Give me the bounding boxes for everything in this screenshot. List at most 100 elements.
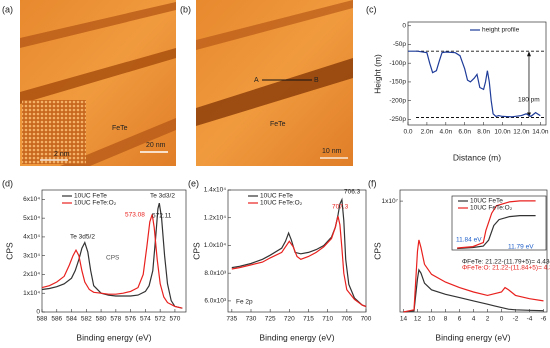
series-line [231, 216, 367, 308]
series-line [408, 50, 541, 118]
annotation: 180 pm [518, 97, 540, 104]
x-tick-label: 2 [486, 316, 490, 323]
x-axis-label: Binding energy (eV) [76, 332, 151, 342]
marker-label: A [254, 77, 259, 84]
annotation: ΦFeTe: 21.22-(11.79+5)= 4.43eV [462, 259, 550, 266]
x-tick-label: 12 [414, 316, 422, 323]
legend-label: height profile [482, 27, 520, 34]
x-tick-label: 735 [226, 316, 237, 323]
y-tick-label: 5x10⁴ [23, 215, 40, 222]
image-label: FeTe [112, 125, 128, 132]
x-tick-label: 8 [444, 316, 448, 323]
y-tick-label: 1x10⁴ [23, 290, 40, 297]
x-tick-label: -6 [541, 316, 547, 323]
scale-label: 10 nm [322, 148, 342, 155]
annotation: 572.11 [152, 213, 172, 220]
x-tick-label: 730 [246, 316, 257, 323]
x-tick-label: 570 [169, 316, 180, 323]
legend-label: 10UC FeTe [74, 193, 107, 200]
y-tick-label: 1.0x10⁴ [204, 242, 227, 249]
y-tick-label: 4x10⁴ [23, 234, 40, 241]
y-tick-label: -50p [393, 41, 406, 48]
x-tick-label: 14 [400, 316, 408, 323]
x-tick-label: -4 [527, 316, 533, 323]
series-line [457, 215, 536, 250]
x-tick-label: 588 [37, 316, 48, 323]
x-tick-label: 710 [322, 316, 333, 323]
x-tick-label: 12.0n [513, 129, 530, 136]
stm-image-a [20, 0, 176, 166]
y-axis-label: CPS [191, 242, 201, 260]
y-tick-label: -150p [389, 79, 406, 86]
x-axis-label: Binding energy (eV) [259, 332, 334, 342]
scale-label: 2 nm [54, 151, 70, 158]
legend-label: 10UC FeTe [260, 193, 293, 200]
stm-image-b [196, 0, 353, 166]
y-tick-label: 1x10⁷ [382, 198, 399, 205]
annotation: 707.3 [332, 204, 349, 211]
x-tick-label: 0.0 [403, 129, 412, 136]
panel-label: (d) [2, 178, 13, 188]
series-line [41, 202, 183, 309]
annotation: 573.08 [125, 212, 145, 219]
y-axis-label: CPS [4, 242, 14, 260]
x-tick-label: -2 [513, 316, 519, 323]
y-tick-label: 2x10⁴ [23, 271, 40, 278]
y-tick-label: 1.2x10⁴ [204, 214, 227, 221]
panel-label: (a) [2, 4, 13, 14]
y-tick-label: 0 [36, 309, 40, 316]
x-tick-label: 578 [110, 316, 121, 323]
series-line [403, 239, 544, 313]
annotation: 11.84 eV [456, 237, 482, 244]
y-tick-label: 3x10⁴ [23, 252, 40, 259]
x-tick-label: 584 [66, 316, 77, 323]
x-tick-label: 6 [458, 316, 462, 323]
y-tick-label: -100p [389, 60, 406, 67]
annotation: 706.3 [344, 189, 361, 196]
series-line [457, 200, 536, 249]
annotation: Te 3d5/2 [70, 234, 95, 241]
legend-label: 10UC FeTe [470, 198, 503, 205]
x-tick-label: 8.0n [477, 129, 490, 136]
series-line [231, 197, 367, 308]
x-tick-label: 582 [81, 316, 92, 323]
x-axis-label: Binding energy (eV) [435, 332, 510, 342]
x-tick-label: 0 [500, 316, 504, 323]
legend-label: 10UC FeTe:O₂ [260, 200, 303, 207]
y-tick-label: 6x10⁴ [23, 196, 40, 203]
panel-label: (f) [368, 178, 377, 188]
series-line [41, 214, 183, 309]
panel-label: (e) [188, 178, 199, 188]
x-tick-label: 580 [96, 316, 107, 323]
x-tick-label: 2.0n [421, 129, 434, 136]
x-tick-label: 572 [155, 316, 166, 323]
legend-label: 10UC FeTe:O₂ [74, 200, 117, 207]
annotation: CPS [106, 255, 120, 262]
image-label: FeTe [270, 121, 286, 128]
x-tick-label: 4 [472, 316, 476, 323]
series-line [403, 268, 544, 313]
x-tick-label: 14.0n [532, 129, 549, 136]
annotation: 11.79 eV [508, 244, 534, 251]
x-tick-label: 720 [284, 316, 295, 323]
x-tick-label: 10 [428, 316, 436, 323]
y-tick-label: -200p [389, 97, 406, 104]
y-axis-label: Height (m) [372, 54, 382, 94]
panel-label: (c) [366, 4, 377, 14]
x-tick-label: 715 [303, 316, 314, 323]
x-tick-label: 700 [361, 316, 372, 323]
x-tick-label: 576 [125, 316, 136, 323]
y-tick-label: 0 [402, 22, 406, 29]
annotation: Fe 2p [236, 299, 253, 306]
x-tick-label: 4.0n [439, 129, 452, 136]
y-axis-label: CPS [372, 242, 382, 260]
panel-label: (b) [180, 4, 191, 14]
annotation: ΦFeTe:O: 21.22-(11.84+5)= 4.38eV [462, 265, 550, 272]
y-tick-label: -250p [389, 116, 406, 123]
marker-label: B [314, 77, 319, 84]
scale-label: 20 nm [146, 142, 166, 149]
x-tick-label: 725 [265, 316, 276, 323]
x-tick-label: 705 [341, 316, 352, 323]
annotation: Te 3d3/2 [150, 193, 175, 200]
